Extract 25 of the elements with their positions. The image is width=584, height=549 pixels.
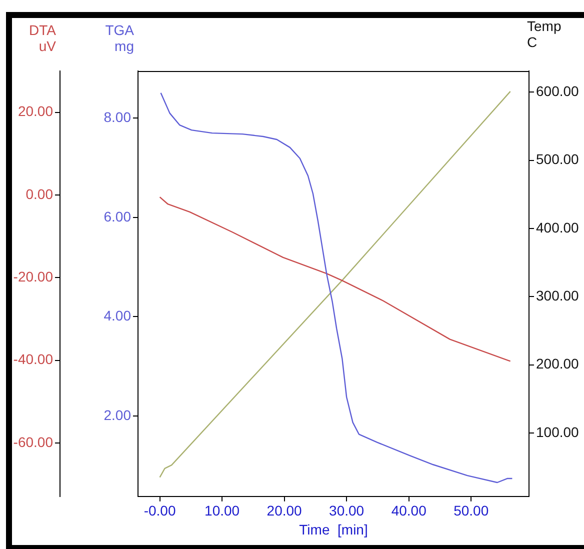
- y2-tick-label: 300.00: [536, 288, 580, 304]
- y3-tick-label: -60.00: [13, 434, 54, 450]
- y-axis-title: TGA mg: [105, 22, 135, 54]
- y3-tick-label: 20.00: [18, 103, 54, 120]
- x-tick-label: 30.00: [329, 502, 364, 519]
- x-tick-label: 20.00: [266, 502, 302, 519]
- y2-axis-title: Temp C: [527, 18, 562, 50]
- x-tick-label: 10.00: [204, 502, 240, 519]
- y3-axis-title: DTA uV: [29, 22, 57, 54]
- y3-tick-label: 0.00: [26, 186, 54, 202]
- y2-tick-label: 100.00: [536, 424, 580, 440]
- x-axis-title: Time [min]: [299, 521, 368, 538]
- x-tick-label: 40.00: [391, 502, 427, 519]
- y-tick-label: 2.00: [104, 406, 132, 423]
- y-tick-label: 6.00: [104, 208, 132, 224]
- x-tick-label: 50.00: [454, 502, 489, 519]
- y3-tick-label: -40.00: [13, 351, 54, 368]
- y2-tick-label: 600.00: [536, 82, 580, 99]
- y2-tick-label: 200.00: [536, 356, 580, 372]
- y-tick-label: 8.00: [104, 109, 132, 126]
- y3-tick-label: -20.00: [13, 268, 54, 285]
- y-tick-label: 4.00: [104, 308, 132, 324]
- y2-tick-label: 400.00: [536, 219, 580, 236]
- y2-tick-label: 500.00: [536, 151, 580, 168]
- x-tick-label: -0.00: [144, 502, 176, 519]
